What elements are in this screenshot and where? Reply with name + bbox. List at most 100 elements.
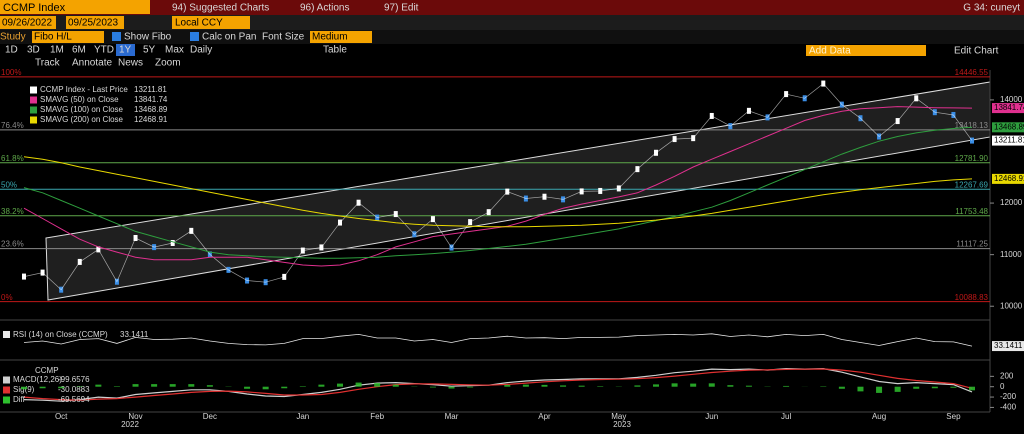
legend-swatch	[30, 87, 37, 94]
diff-bar	[263, 387, 269, 390]
legend-label: CCMP Index - Last Price	[40, 85, 128, 94]
legend-label: SMAVG (200) on Close	[40, 115, 124, 124]
fib-percent: 0%	[1, 293, 13, 302]
legend-swatch	[30, 97, 37, 104]
diff-bar	[281, 387, 287, 389]
diff-bar	[839, 387, 845, 389]
fib-percent: 23.6%	[1, 240, 24, 249]
legend-value: 13841.74	[134, 95, 168, 104]
show-fibo: Show Fibo	[124, 32, 172, 43]
legend-value: -69.5694	[58, 395, 90, 404]
diff-bar	[857, 387, 863, 392]
fib-level: 11117.25	[956, 240, 988, 249]
legend-label: Sig(9)	[13, 385, 35, 394]
y-tick-label: 11000	[1000, 250, 1022, 259]
diff-bar	[727, 385, 733, 387]
end-date: 09/25/2023	[68, 18, 118, 29]
menu-item[interactable]: 96) Actions	[300, 3, 349, 14]
user: G 34: cuneyt	[963, 3, 1020, 14]
period[interactable]: Max	[165, 45, 184, 56]
diff-bar	[653, 384, 659, 386]
fib-level: 12781.90	[955, 154, 989, 163]
fib-percent: 38.2%	[1, 207, 24, 216]
diff-bar	[467, 387, 473, 388]
tool[interactable]: Annotate	[72, 58, 112, 69]
ticker: CCMP Index	[3, 2, 66, 14]
legend-value: 13468.89	[134, 105, 168, 114]
diff-bar	[133, 384, 139, 387]
period[interactable]: 5Y	[143, 45, 156, 56]
frequency[interactable]: Daily	[190, 45, 212, 56]
fib-percent: 100%	[1, 68, 21, 77]
tool[interactable]: Zoom	[155, 58, 181, 69]
row	[0, 15, 1024, 30]
fib-level: 12267.69	[955, 180, 989, 189]
y-tick-label: -400	[1000, 403, 1017, 412]
period[interactable]: 1D	[5, 45, 18, 56]
checkbox[interactable]	[112, 32, 121, 41]
period[interactable]: 3D	[27, 45, 40, 56]
diff-bar	[95, 385, 101, 387]
checkbox[interactable]	[190, 32, 199, 41]
legend-value: 33.1411	[120, 330, 149, 339]
diff-bar	[560, 385, 566, 386]
font-size-label: Font Size	[262, 32, 305, 43]
tool[interactable]: Track	[35, 58, 61, 69]
diff-bar	[300, 386, 306, 387]
edit-chart[interactable]: Edit Chart	[954, 46, 999, 57]
diff-bar	[950, 387, 956, 388]
fib-level: 10088.83	[955, 293, 989, 302]
legend-label: RSI (14) on Close (CCMP)	[13, 330, 108, 339]
diff-bar	[393, 385, 399, 387]
legend-swatch	[3, 377, 10, 384]
y-tick-label: 10000	[1000, 301, 1023, 310]
legend-label: MACD(12,26)	[13, 375, 62, 384]
fib-level: 14446.55	[955, 68, 989, 77]
period[interactable]: YTD	[94, 45, 114, 56]
fib-percent: 50%	[1, 180, 17, 189]
menu-item[interactable]: 94) Suggested Charts	[172, 3, 269, 14]
legend-swatch	[30, 117, 37, 124]
legend-value: -30.0883	[58, 385, 90, 394]
year-label: 2023	[613, 420, 631, 429]
period[interactable]: 1Y	[119, 45, 132, 56]
last-value-label: 13841.74	[994, 103, 1024, 112]
legend-label: SMAVG (100) on Close	[40, 105, 124, 114]
tool[interactable]: News	[118, 58, 143, 69]
table[interactable]: Table	[323, 45, 347, 56]
legend-value: 12468.91	[134, 115, 168, 124]
legend-value: 13211.81	[134, 85, 167, 94]
fib-level: 13418.13	[955, 121, 989, 130]
legend-label: Diff	[13, 395, 26, 404]
title-bar	[0, 0, 1024, 15]
y-tick-label: 200	[1000, 371, 1014, 380]
fib-percent: 61.8%	[1, 154, 24, 163]
diff-bar	[244, 387, 250, 389]
diff-bar	[709, 383, 715, 386]
diff-bar	[932, 387, 938, 389]
diff-bar	[672, 383, 678, 386]
year-label: 2022	[121, 420, 139, 429]
calc-on-pan: Calc on Pan	[202, 32, 256, 43]
diff-bar	[913, 387, 919, 389]
menu-item[interactable]: 97) Edit	[384, 3, 419, 14]
last-value-label: 12468.91	[994, 174, 1024, 183]
start-date: 09/26/2022	[2, 18, 52, 29]
fib-level: 11753.48	[955, 207, 988, 216]
panel-title: CCMP	[35, 366, 59, 375]
period[interactable]: 1M	[50, 45, 64, 56]
diff-bar	[58, 387, 64, 389]
x-tick-label: Aug	[872, 412, 886, 421]
add-data: Add Data	[809, 46, 851, 57]
diff-bar	[151, 384, 157, 387]
y-tick-label: 0	[1000, 382, 1005, 391]
period[interactable]: 6M	[72, 45, 86, 56]
y-tick-label: -200	[1000, 392, 1017, 401]
legend-swatch	[3, 397, 10, 404]
diff-bar	[634, 385, 640, 386]
diff-bar	[374, 383, 380, 387]
diff-bar	[690, 384, 696, 387]
diff-bar	[77, 386, 83, 387]
x-tick-label: Apr	[538, 412, 551, 421]
